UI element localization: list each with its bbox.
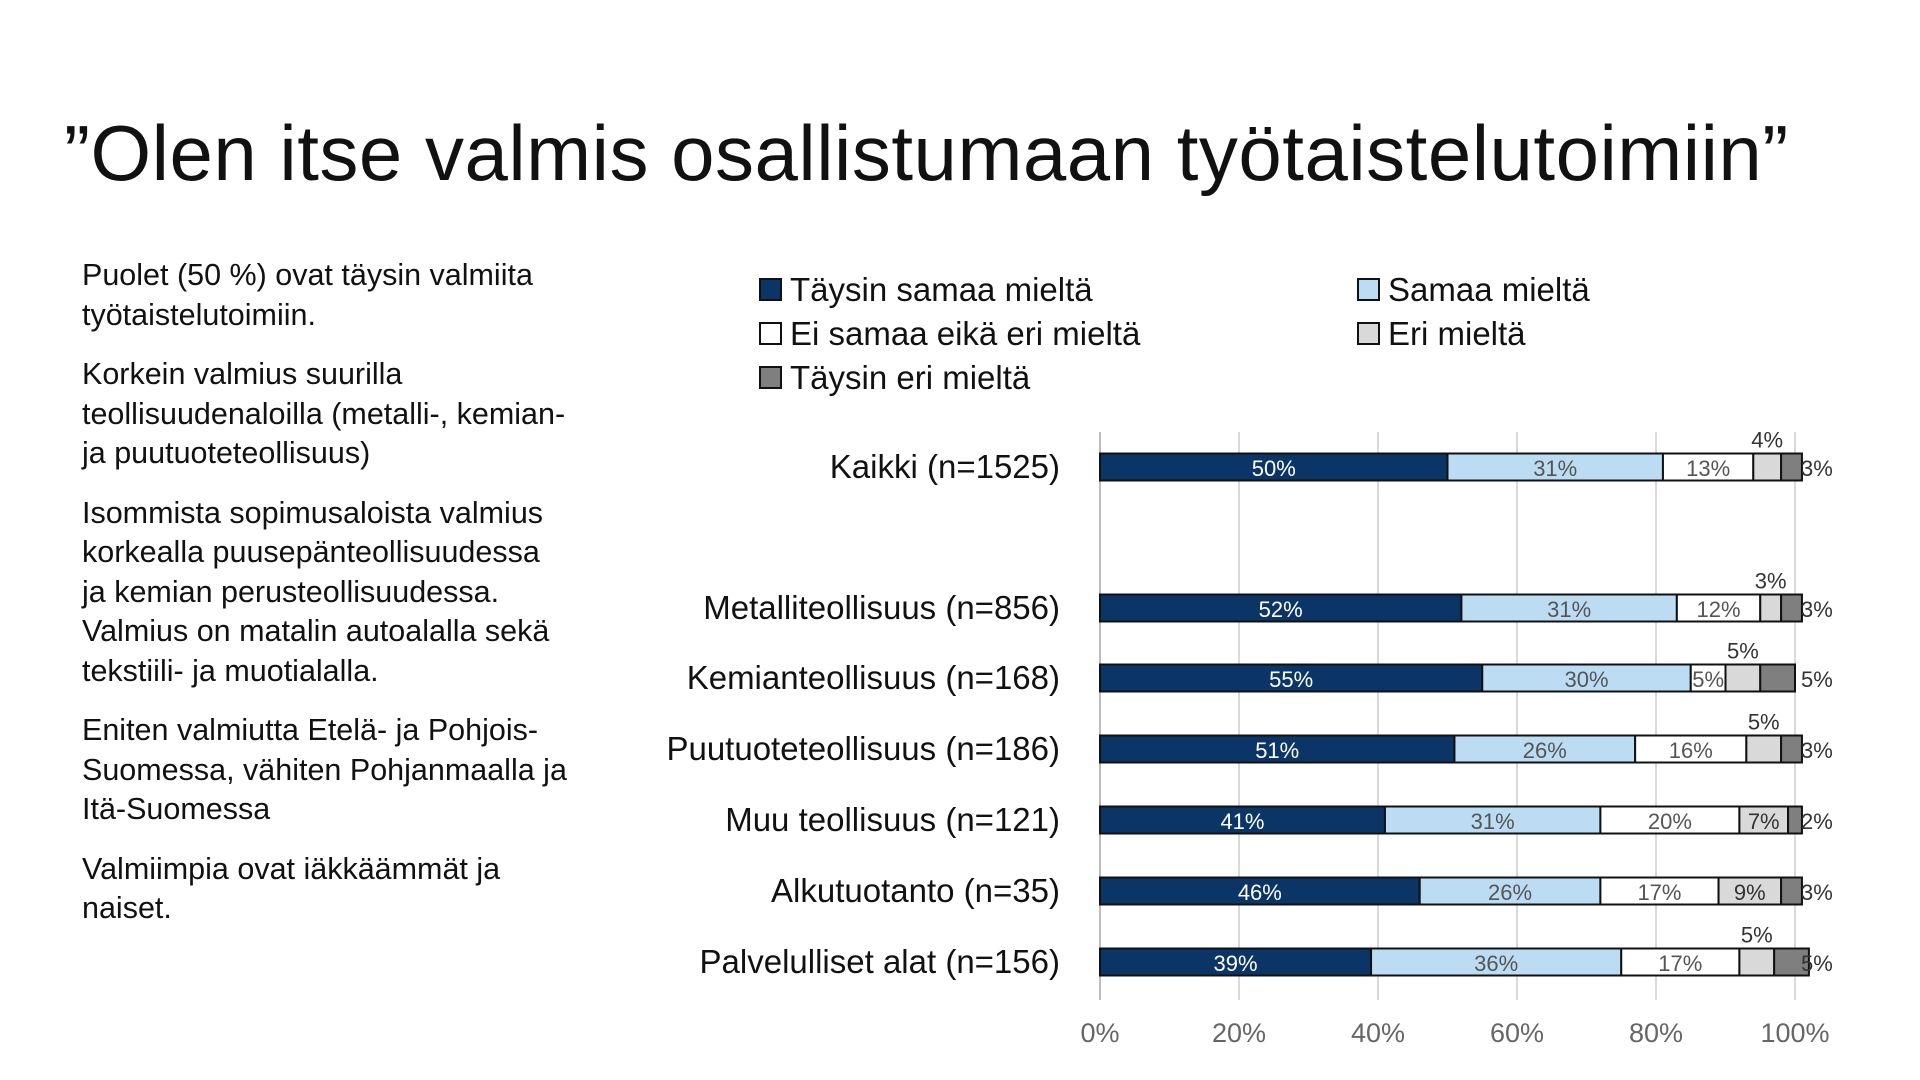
legend-label: Eri mieltä: [1388, 315, 1526, 352]
bar-segment: [1599, 876, 1720, 906]
x-tick-label: 0%: [1080, 1018, 1119, 1048]
bar-segment: [1787, 805, 1803, 835]
bullet-item: Korkein valmius suurilla teollisuudenalo…: [82, 357, 566, 470]
data-label: 30%: [1564, 667, 1608, 692]
data-label: 31%: [1533, 456, 1577, 481]
legend-swatch: [759, 322, 782, 345]
legend-label: Täysin samaa mieltä: [790, 271, 1093, 308]
data-label: 5%: [1692, 667, 1724, 692]
bar-segment: [1780, 876, 1803, 906]
data-label: 31%: [1471, 809, 1515, 834]
data-label: 3%: [1801, 738, 1833, 763]
data-label: 4%: [1751, 428, 1783, 453]
data-label: 26%: [1488, 880, 1532, 905]
data-label: 55%: [1269, 667, 1313, 692]
category-label: Palvelulliset alat (n=156): [700, 943, 1060, 980]
data-label: 26%: [1523, 738, 1567, 763]
legend-label: Täysin eri mieltä: [790, 359, 1031, 396]
data-label: 50%: [1252, 456, 1296, 481]
category-label: Muu teollisuus (n=121): [725, 801, 1060, 838]
bar-segment: [1460, 593, 1678, 623]
legend-label: Samaa mieltä: [1388, 271, 1590, 308]
x-tick-label: 40%: [1351, 1018, 1405, 1048]
data-label: 7%: [1748, 809, 1780, 834]
data-label: 5%: [1741, 923, 1773, 948]
data-label: 5%: [1801, 951, 1833, 976]
bar-segment: [1099, 734, 1456, 764]
bar-segment: [1453, 734, 1637, 764]
data-label: 51%: [1255, 738, 1299, 763]
bullet-item: Isommista sopimusaloista valmius korkeal…: [82, 495, 550, 688]
data-label: 36%: [1474, 951, 1518, 976]
bar-segment: [1780, 734, 1803, 764]
category-label: Kaikki (n=1525): [830, 448, 1060, 485]
bullet-item: Valmiimpia ovat iäkkäämmät ja naiset.: [82, 851, 501, 926]
data-label: 3%: [1801, 597, 1833, 622]
bullet-item: Puolet (50 %) ovat täysin valmiita työta…: [82, 258, 533, 332]
data-label: 46%: [1238, 880, 1282, 905]
data-label: 20%: [1648, 809, 1692, 834]
legend-swatch: [759, 278, 782, 301]
data-label: 5%: [1801, 667, 1833, 692]
bullet-item: Eniten valmiutta Etelä- ja Pohjois-Suome…: [82, 713, 567, 826]
bullet-list: Puolet (50 %) ovat täysin valmiita työta…: [82, 256, 572, 949]
page-title: ”Olen itse valmis osallistumaan työtaist…: [64, 109, 1789, 197]
data-label: 5%: [1748, 710, 1780, 735]
data-label: 17%: [1637, 880, 1681, 905]
bar-segment: [1099, 593, 1463, 623]
bar-segment: [1446, 452, 1664, 482]
bar-segment: [1752, 452, 1783, 482]
bar-segment: [1724, 663, 1762, 693]
x-tick-label: 60%: [1490, 1018, 1544, 1048]
x-tick-label: 80%: [1629, 1018, 1683, 1048]
data-label: 3%: [1801, 456, 1833, 481]
data-label: 16%: [1669, 738, 1713, 763]
legend-label: Ei samaa eikä eri mieltä: [790, 315, 1141, 352]
data-label: 12%: [1697, 597, 1741, 622]
bar-segment: [1383, 805, 1602, 835]
data-label: 17%: [1658, 951, 1702, 976]
bar-segment: [1738, 947, 1776, 977]
data-label: 52%: [1259, 597, 1303, 622]
bar-segment: [1661, 452, 1755, 482]
data-label: 5%: [1727, 639, 1759, 664]
bar-segment: [1780, 593, 1803, 623]
data-label: 39%: [1214, 951, 1258, 976]
bar-segment: [1759, 663, 1796, 693]
bar-segment: [1418, 876, 1602, 906]
bar-segment: [1620, 947, 1741, 977]
category-label: Kemianteollisuus (n=168): [687, 659, 1060, 696]
data-label: 2%: [1801, 809, 1833, 834]
category-label: Metalliteollisuus (n=856): [703, 589, 1060, 626]
bar-segment: [1099, 947, 1373, 977]
bar-segment: [1481, 663, 1692, 693]
legend-swatch: [1357, 278, 1380, 301]
data-label: 3%: [1755, 569, 1787, 594]
bar-segment: [1717, 876, 1783, 906]
x-tick-label: 20%: [1212, 1018, 1266, 1048]
bar-segment: [1599, 805, 1741, 835]
data-label: 9%: [1734, 880, 1766, 905]
bar-segment: [1745, 734, 1783, 764]
legend-swatch: [1357, 322, 1380, 345]
x-tick-label: 100%: [1760, 1018, 1829, 1048]
data-label: 3%: [1801, 880, 1833, 905]
category-label: Alkutuotanto (n=35): [771, 872, 1060, 909]
bar-segment: [1773, 947, 1810, 977]
data-label: 41%: [1220, 809, 1264, 834]
bar-segment: [1634, 734, 1748, 764]
data-label: 13%: [1686, 456, 1730, 481]
bar-segment: [1759, 593, 1783, 623]
legend-swatch: [759, 366, 782, 389]
category-label: Puutuoteteollisuus (n=186): [666, 730, 1060, 767]
data-label: 31%: [1547, 597, 1591, 622]
bar-segment: [1780, 452, 1803, 482]
